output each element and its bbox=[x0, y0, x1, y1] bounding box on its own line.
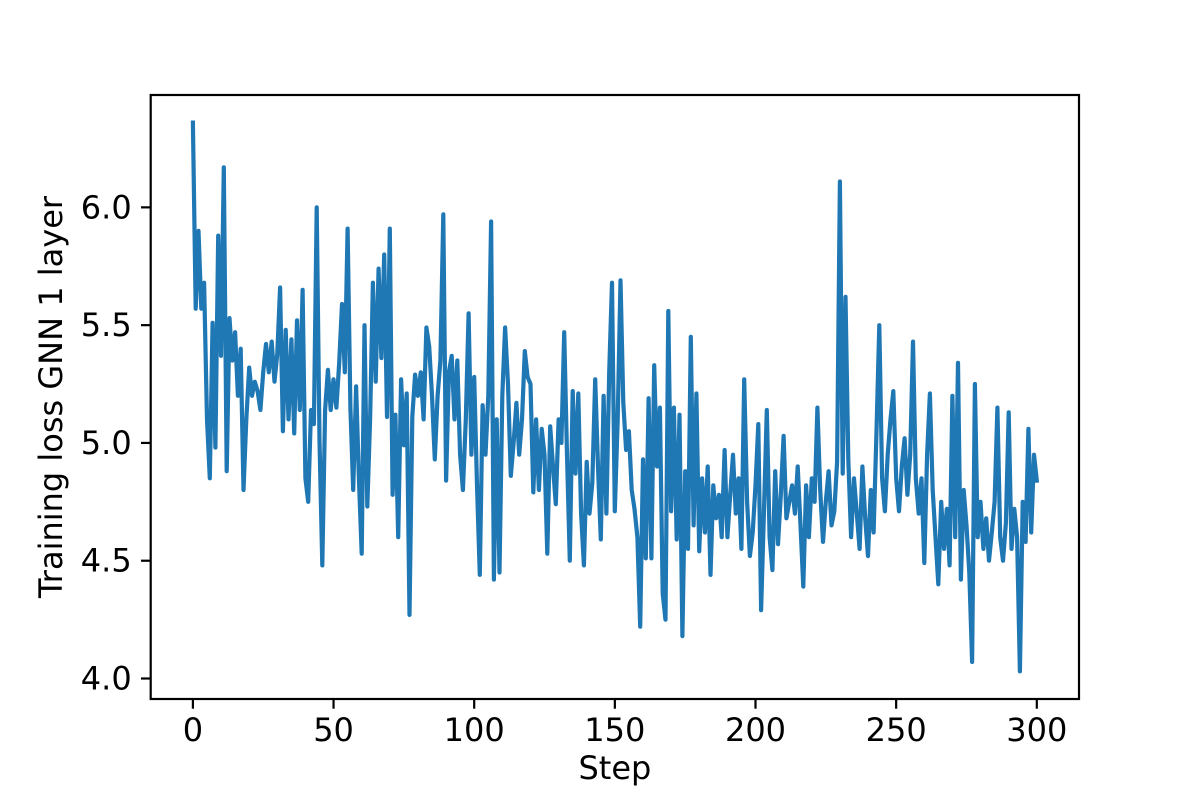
x-tick-label: 150 bbox=[584, 711, 645, 749]
y-tick-label: 6.0 bbox=[81, 188, 132, 226]
x-tick-label: 0 bbox=[183, 711, 203, 749]
x-axis-label: Step bbox=[578, 749, 651, 787]
y-tick-label: 4.5 bbox=[81, 542, 132, 580]
y-tick-label: 4.0 bbox=[81, 660, 132, 698]
x-tick-label: 50 bbox=[313, 711, 354, 749]
x-tick-label: 100 bbox=[444, 711, 505, 749]
plot-area: 0 50 100 150 200 250 300 4.0 4.5 5.0 5.5 6.0 bbox=[81, 93, 1081, 749]
y-axis-label: Training loss GNN 1 layer bbox=[32, 195, 70, 599]
plot-border bbox=[149, 93, 1081, 701]
loss-series-line bbox=[190, 120, 1040, 674]
x-tick-label: 200 bbox=[725, 711, 786, 749]
x-tick-label: 250 bbox=[866, 711, 927, 749]
x-tick-label: 300 bbox=[1006, 711, 1067, 749]
y-tick-label: 5.5 bbox=[81, 306, 132, 344]
y-tick-label: 5.0 bbox=[81, 424, 132, 462]
